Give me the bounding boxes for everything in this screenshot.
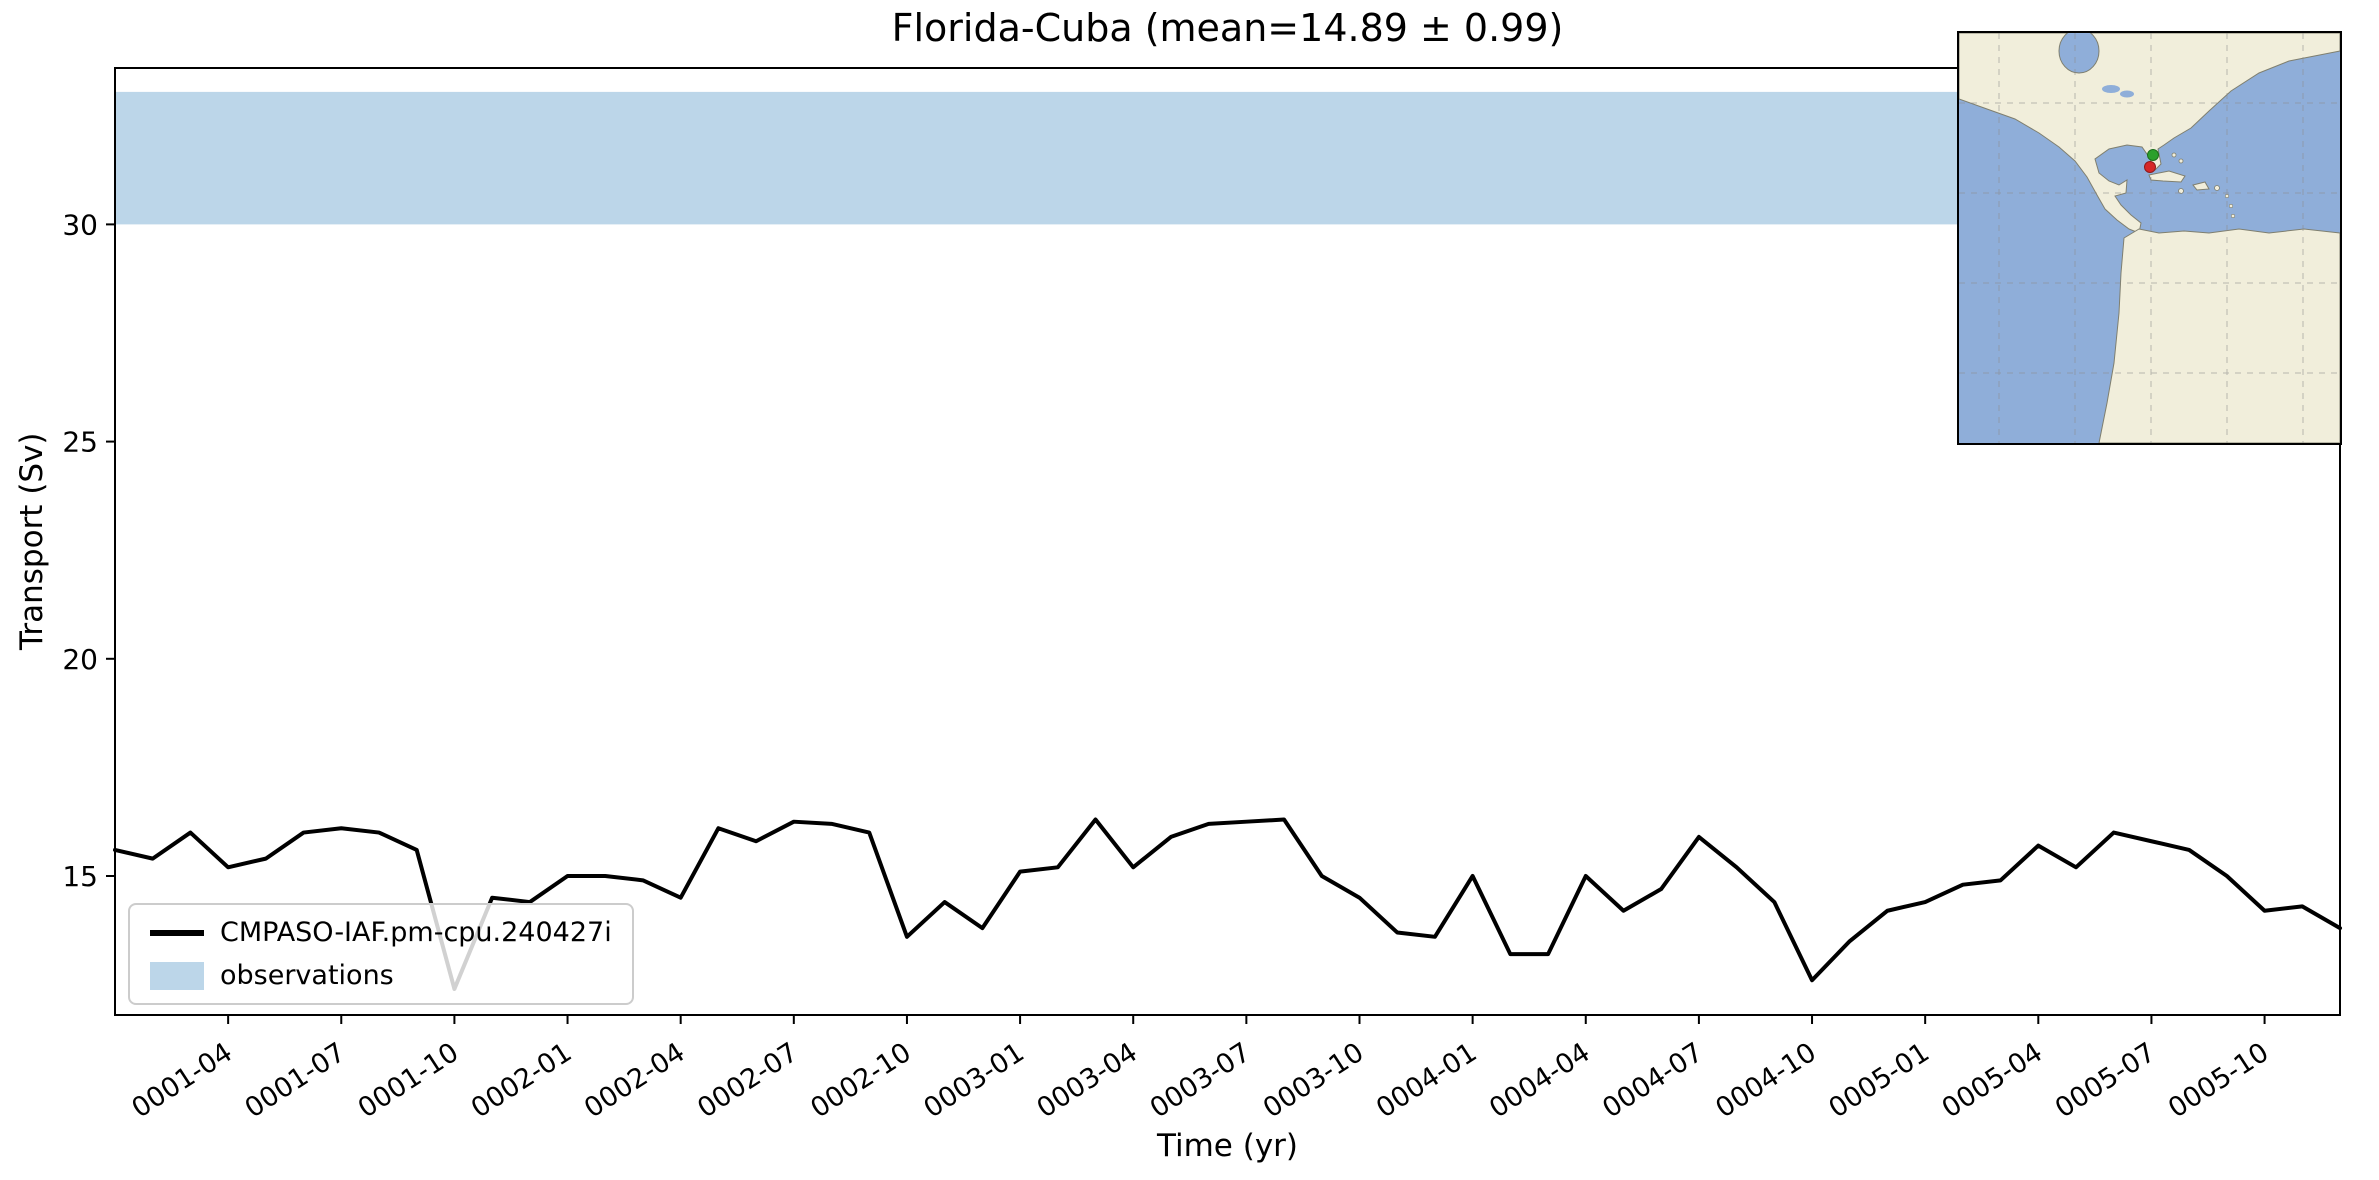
- legend-item-observations: observations: [150, 960, 612, 991]
- x-tick-label: 0001-04: [126, 1037, 237, 1124]
- x-tick-label: 0005-10: [2163, 1037, 2274, 1124]
- inset-land-bahamas: [2178, 158, 2184, 164]
- chart-title: Florida-Cuba (mean=14.89 ± 0.99): [891, 6, 1564, 50]
- x-tick-label: 0002-01: [466, 1037, 577, 1124]
- inset-hudson-bay: [2058, 33, 2100, 74]
- x-tick-label: 0005-01: [1823, 1037, 1934, 1124]
- y-tick-label: 15: [62, 860, 98, 893]
- inset-land-hispaniola: [2192, 181, 2210, 191]
- inset-land-puerto-rico: [2214, 185, 2220, 191]
- x-tick-label: 0001-10: [353, 1037, 464, 1124]
- y-tick-label: 25: [62, 426, 98, 459]
- x-tick-label: 0005-04: [1937, 1037, 2048, 1124]
- inset-obs-marker: [2144, 161, 2156, 173]
- x-tick-label: 0003-07: [1145, 1037, 1256, 1124]
- inset-land-south-america: [2098, 228, 2340, 443]
- inset-land-bahamas: [2171, 152, 2177, 158]
- legend-line-swatch: [150, 929, 204, 936]
- x-tick-label: 0003-04: [1032, 1037, 1143, 1124]
- x-axis-label: Time (yr): [1157, 1128, 1298, 1164]
- x-tick-label: 0003-10: [1258, 1037, 1369, 1124]
- x-tick-label: 0004-01: [1371, 1037, 1482, 1124]
- x-tick-label: 0002-10: [805, 1037, 916, 1124]
- x-tick-label: 0005-07: [2050, 1037, 2161, 1124]
- legend-observations-label: observations: [220, 960, 394, 991]
- x-tick-label: 0001-07: [240, 1037, 351, 1124]
- x-tick-label: 0004-10: [1710, 1037, 1821, 1124]
- legend: CMPASO-IAF.pm-cpu.240427i observations: [128, 903, 634, 1005]
- inset-land-antilles: [2228, 204, 2233, 209]
- x-tick-label: 0002-04: [579, 1037, 690, 1124]
- inset-great-lakes: [2102, 85, 2120, 93]
- inset-model-marker: [2147, 149, 2159, 161]
- legend-item-model: CMPASO-IAF.pm-cpu.240427i: [150, 917, 612, 948]
- x-tick-label: 0003-01: [918, 1037, 1029, 1124]
- y-axis-label: Transport (Sv): [14, 432, 50, 651]
- x-tick-label: 0004-07: [1597, 1037, 1708, 1124]
- inset-land-north-america: [1959, 33, 2340, 234]
- y-tick-label: 20: [62, 643, 98, 676]
- inset-map: [1957, 31, 2342, 445]
- legend-model-label: CMPASO-IAF.pm-cpu.240427i: [220, 917, 612, 948]
- x-tick-label: 0004-04: [1484, 1037, 1595, 1124]
- legend-band-swatch: [150, 961, 204, 990]
- plot-frame: [114, 67, 2341, 1016]
- x-tick-label: 0002-07: [692, 1037, 803, 1124]
- inset-land-antilles: [2230, 214, 2235, 219]
- inset-great-lakes: [2120, 90, 2134, 98]
- y-tick-label: 30: [62, 208, 98, 241]
- inset-gridlines: [1959, 33, 2340, 443]
